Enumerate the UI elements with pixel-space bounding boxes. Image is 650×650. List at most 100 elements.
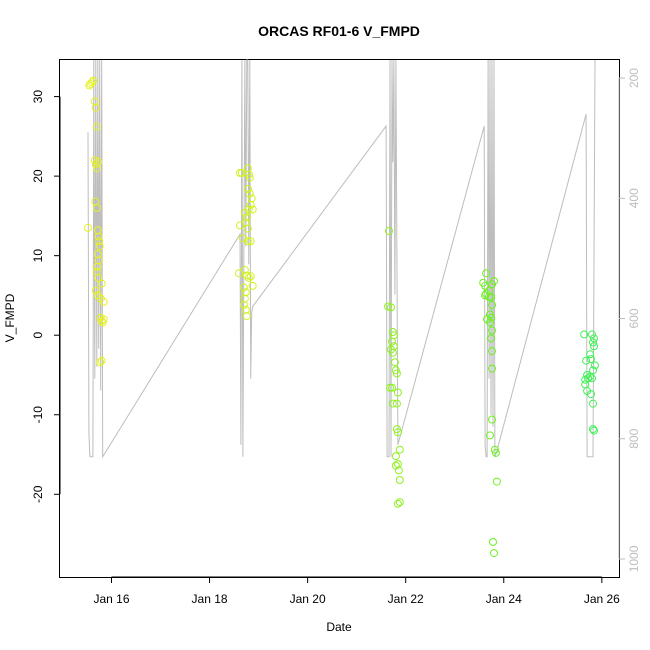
data-point — [91, 160, 100, 169]
data-point — [235, 269, 243, 278]
data-point — [240, 208, 249, 217]
data-point — [243, 164, 252, 173]
data-point — [489, 538, 497, 546]
data-point — [93, 226, 102, 235]
y2-tick-label: 1000 — [627, 545, 641, 572]
y2-axis: 200 400 600 800 1000 — [618, 68, 641, 572]
data-point — [394, 466, 403, 475]
data-point — [589, 425, 597, 434]
y-tick-label: -20 — [31, 485, 45, 503]
data-point — [487, 334, 495, 343]
data-point — [95, 237, 104, 246]
y2-tick-label: 800 — [627, 428, 641, 448]
data-point — [586, 350, 595, 359]
data-point — [246, 272, 255, 281]
data-point — [242, 312, 251, 321]
x-tick-label: Jan 24 — [486, 592, 522, 606]
data-point — [580, 330, 589, 339]
data-point — [487, 293, 495, 301]
x-axis: Jan 16 Jan 18 Jan 20 Jan 22 Jan 24 Jan 26 — [93, 576, 620, 606]
data-point — [391, 366, 400, 375]
data-point — [89, 76, 98, 85]
data-point — [90, 97, 99, 106]
data-point — [587, 355, 595, 364]
data-point — [392, 369, 401, 378]
data-point — [386, 383, 394, 392]
data-point — [97, 279, 106, 288]
data-point — [482, 269, 491, 278]
data-point — [92, 122, 101, 131]
data-point — [93, 250, 102, 259]
data-point — [92, 203, 101, 212]
chart-title: ORCAS RF01-6 V_FMPD — [258, 23, 420, 39]
data-point — [94, 232, 103, 241]
data-point — [582, 356, 591, 365]
y-tick-label: 10 — [31, 249, 45, 263]
points-layer — [84, 76, 599, 558]
y2-tick-label: 200 — [627, 68, 641, 88]
data-point — [243, 237, 252, 246]
data-point — [393, 499, 402, 508]
data-point — [481, 291, 490, 300]
data-point — [97, 316, 106, 325]
data-point — [490, 277, 498, 286]
y2-tick-label: 400 — [627, 188, 641, 208]
data-point — [590, 334, 598, 343]
data-point — [242, 213, 251, 222]
data-point — [392, 399, 401, 408]
data-point — [241, 288, 250, 297]
x-tick-label: Jan 18 — [192, 592, 228, 606]
series-flight3 — [384, 227, 404, 508]
data-point — [388, 328, 397, 336]
data-point — [245, 189, 254, 198]
data-point — [486, 431, 494, 440]
data-point — [488, 347, 496, 356]
data-point — [241, 305, 250, 314]
data-point — [93, 262, 102, 271]
data-point — [487, 313, 495, 322]
y-tick-label: 30 — [31, 90, 45, 104]
series-flight1 — [84, 76, 108, 367]
data-point — [588, 374, 596, 383]
data-point — [391, 452, 400, 461]
data-point — [248, 205, 257, 214]
series-flight5 — [580, 330, 599, 435]
pressure-trace-layer — [87, 59, 596, 459]
data-point — [491, 448, 500, 457]
data-point — [395, 445, 404, 454]
data-point — [243, 184, 252, 193]
data-point — [393, 460, 402, 469]
x-tick-label: Jan 26 — [584, 592, 620, 606]
data-point — [94, 273, 103, 282]
data-point — [395, 498, 404, 507]
data-point — [486, 318, 494, 327]
data-point — [385, 227, 393, 235]
data-point — [239, 283, 248, 292]
data-point — [388, 399, 397, 408]
data-point — [388, 348, 397, 357]
y2-tick-label: 600 — [627, 308, 641, 328]
data-point — [492, 477, 501, 486]
data-point — [393, 388, 402, 397]
data-point — [589, 338, 597, 347]
data-point — [490, 445, 499, 454]
series-flight2 — [235, 164, 257, 321]
data-point — [488, 415, 496, 424]
data-point — [244, 170, 253, 179]
data-point — [84, 223, 92, 232]
y-tick-label: -10 — [31, 406, 45, 424]
series-flight4 — [479, 269, 501, 558]
data-point — [97, 356, 106, 365]
data-point — [245, 173, 254, 182]
data-point — [91, 286, 100, 295]
data-point — [587, 390, 595, 399]
data-point — [589, 399, 597, 408]
pressure-trace-line — [87, 59, 596, 459]
data-point — [590, 426, 598, 435]
y-axis: -20 -10 0 10 20 30 — [31, 90, 61, 503]
data-point — [98, 318, 107, 327]
x-tick-label: Jan 16 — [93, 592, 129, 606]
data-point — [236, 221, 244, 230]
